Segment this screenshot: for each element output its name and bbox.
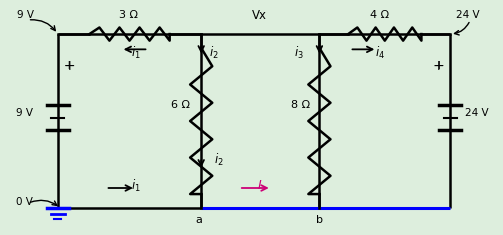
Text: $i_2$: $i_2$: [209, 45, 218, 61]
Text: Vx: Vx: [252, 9, 267, 22]
Text: b: b: [316, 215, 323, 225]
Text: +: +: [63, 59, 75, 73]
Text: $i_2$: $i_2$: [214, 152, 223, 168]
Text: $i_1$: $i_1$: [131, 178, 140, 194]
Text: +: +: [64, 59, 75, 72]
Text: 24 V: 24 V: [456, 10, 479, 20]
Text: +: +: [433, 59, 445, 73]
Text: 8 Ω: 8 Ω: [291, 100, 310, 110]
Text: a: a: [195, 215, 202, 225]
Text: 6 Ω: 6 Ω: [171, 100, 190, 110]
Text: +: +: [433, 59, 444, 72]
Text: $i_3$: $i_3$: [294, 45, 304, 61]
Text: 0 V: 0 V: [16, 197, 33, 207]
Text: $i_1$: $i_1$: [131, 45, 140, 61]
Text: 4 Ω: 4 Ω: [370, 10, 389, 20]
Text: 9 V: 9 V: [16, 108, 33, 118]
Text: 24 V: 24 V: [465, 108, 488, 118]
Text: 3 Ω: 3 Ω: [119, 10, 138, 20]
Text: 9 V: 9 V: [17, 10, 34, 20]
Text: $i_4$: $i_4$: [375, 45, 385, 61]
Text: I: I: [257, 179, 261, 192]
